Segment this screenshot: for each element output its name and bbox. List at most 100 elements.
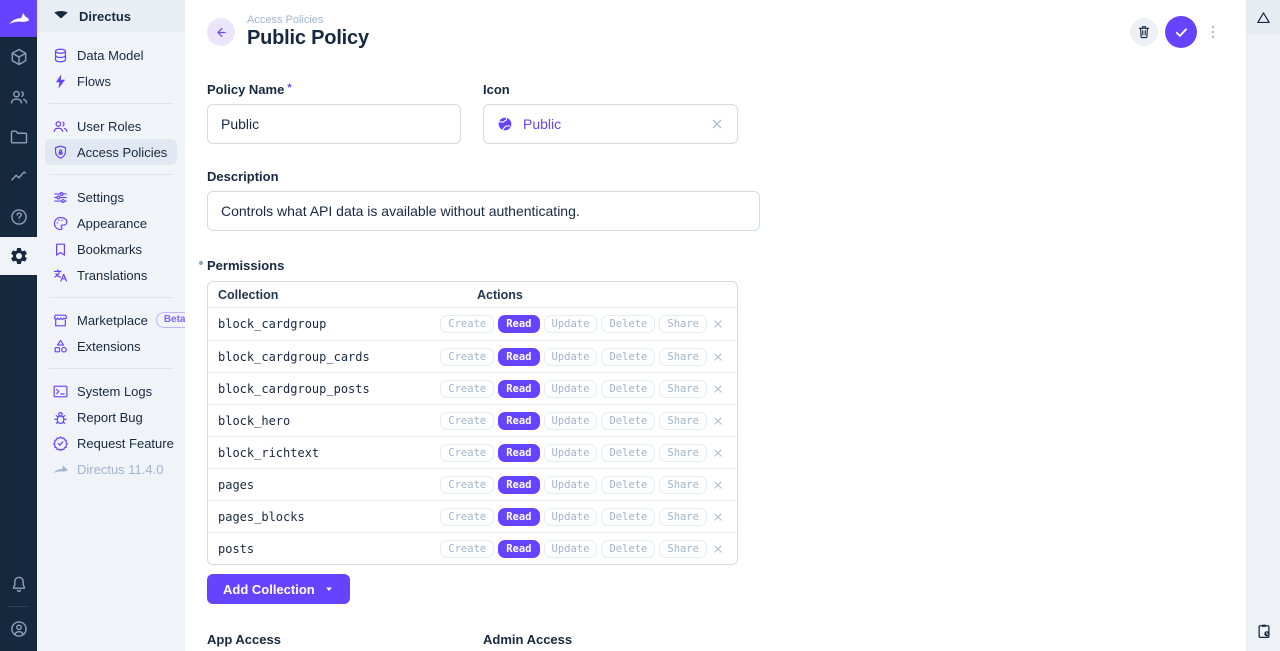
module-account[interactable] xyxy=(0,609,37,649)
action-chip-delete[interactable]: Delete xyxy=(601,539,656,558)
sidebar-item-settings[interactable]: Settings xyxy=(45,184,177,210)
action-chip-read[interactable]: Read xyxy=(498,411,540,430)
sidebar-item-access-policies[interactable]: Access Policies xyxy=(45,139,177,165)
action-chip-share[interactable]: Share xyxy=(659,539,707,558)
back-button[interactable] xyxy=(207,18,235,46)
caret-down-icon xyxy=(322,582,336,596)
remove-permission-icon[interactable] xyxy=(711,317,725,331)
module-insights[interactable] xyxy=(0,157,37,197)
remove-permission-icon[interactable] xyxy=(711,510,725,524)
module-users[interactable] xyxy=(0,77,37,117)
sidebar-item-label: Translations xyxy=(77,267,148,283)
sidebar-item-user-roles[interactable]: User Roles xyxy=(45,113,177,139)
action-chip-delete[interactable]: Delete xyxy=(601,379,656,398)
module-notifications[interactable] xyxy=(0,564,37,604)
action-chip-share[interactable]: Share xyxy=(659,347,707,366)
action-chip-read[interactable]: Read xyxy=(498,347,540,366)
remove-permission-icon[interactable] xyxy=(711,446,725,460)
save-button[interactable] xyxy=(1165,16,1197,48)
sidebar-item-request-feature[interactable]: Request Feature xyxy=(45,430,177,456)
action-chip-delete[interactable]: Delete xyxy=(601,507,656,526)
permissions-table: Collection Actions block_cardgroup Create… xyxy=(207,281,738,565)
module-docs[interactable] xyxy=(0,197,37,237)
action-chip-create[interactable]: Create xyxy=(440,475,495,494)
sidebar-item-bookmarks[interactable]: Bookmarks xyxy=(45,236,177,262)
action-chip-update[interactable]: Update xyxy=(543,411,598,430)
module-content[interactable] xyxy=(0,37,37,77)
permission-row: block_cardgroup_cards Create Read Update Del… xyxy=(208,340,737,372)
sidebar-item-translations[interactable]: Translations xyxy=(45,262,177,288)
module-settings[interactable] xyxy=(0,237,37,275)
action-chip-delete[interactable]: Delete xyxy=(601,315,656,333)
sidebar-item-system-logs[interactable]: System Logs xyxy=(45,378,177,404)
remove-permission-icon[interactable] xyxy=(711,350,725,364)
action-chip-share[interactable]: Share xyxy=(659,379,707,398)
sidebar-item-label: Marketplace xyxy=(77,312,148,328)
breadcrumb[interactable]: Access Policies xyxy=(247,14,324,26)
clear-icon-button[interactable] xyxy=(709,116,725,132)
description-input[interactable] xyxy=(207,191,760,231)
sidebar-item-appearance[interactable]: Appearance xyxy=(45,210,177,236)
action-chip-update[interactable]: Update xyxy=(543,475,598,494)
more-options-button[interactable] xyxy=(1204,20,1222,44)
app-access-label: App Access xyxy=(207,632,281,647)
action-chip-create[interactable]: Create xyxy=(440,411,495,430)
actions-column-header: Actions xyxy=(477,287,523,302)
permission-row: pages_blocks Create Read Update Delete Share xyxy=(208,500,737,532)
action-chip-update[interactable]: Update xyxy=(543,539,598,558)
revisions-sidebar-button[interactable] xyxy=(1255,611,1273,651)
remove-permission-icon[interactable] xyxy=(711,478,725,492)
module-bar xyxy=(0,0,37,651)
action-chip-read[interactable]: Read xyxy=(498,315,540,333)
module-files[interactable] xyxy=(0,117,37,157)
sidebar-info-button[interactable] xyxy=(1247,0,1280,34)
action-chip-delete[interactable]: Delete xyxy=(601,475,656,494)
collection-column-header: Collection xyxy=(218,287,279,302)
action-chip-create[interactable]: Create xyxy=(440,347,495,366)
remove-permission-icon[interactable] xyxy=(711,414,725,428)
action-chip-share[interactable]: Share xyxy=(659,411,707,430)
action-chip-delete[interactable]: Delete xyxy=(601,347,656,366)
trash-icon xyxy=(1136,24,1152,40)
remove-permission-icon[interactable] xyxy=(711,382,725,396)
action-chip-update[interactable]: Update xyxy=(543,315,598,333)
sidebar-item-data-model[interactable]: Data Model xyxy=(45,42,177,68)
page-header: Access Policies Public Policy xyxy=(185,0,1246,60)
action-chip-read[interactable]: Read xyxy=(498,379,540,398)
policy-name-input[interactable] xyxy=(207,104,461,144)
action-chip-create[interactable]: Create xyxy=(440,539,495,558)
delete-button[interactable] xyxy=(1130,18,1158,46)
action-chip-delete[interactable]: Delete xyxy=(601,411,656,430)
sidebar-item-flows[interactable]: Flows xyxy=(45,68,177,94)
remove-permission-icon[interactable] xyxy=(711,542,725,556)
action-chip-read[interactable]: Read xyxy=(498,443,540,462)
sidebar-item-extensions[interactable]: Extensions xyxy=(45,333,177,359)
action-chip-update[interactable]: Update xyxy=(543,379,598,398)
action-chip-update[interactable]: Update xyxy=(543,443,598,462)
action-chip-share[interactable]: Share xyxy=(659,475,707,494)
sidebar-item-report-bug[interactable]: Report Bug xyxy=(45,404,177,430)
sidebar-item-label: Request Feature xyxy=(77,435,174,451)
directus-logo[interactable] xyxy=(0,0,37,37)
add-collection-button[interactable]: Add Collection xyxy=(207,574,350,604)
bookmark-icon xyxy=(52,241,69,258)
action-chip-update[interactable]: Update xyxy=(543,507,598,526)
sidebar-item-marketplace[interactable]: Marketplace Beta xyxy=(45,307,185,333)
permissions-table-header: Collection Actions xyxy=(208,282,737,308)
action-chip-share[interactable]: Share xyxy=(659,315,707,333)
action-chip-read[interactable]: Read xyxy=(498,539,540,558)
action-chip-create[interactable]: Create xyxy=(440,443,495,462)
action-chip-share[interactable]: Share xyxy=(659,443,707,462)
permission-row: block_hero Create Read Update Delete Share xyxy=(208,404,737,436)
action-chip-create[interactable]: Create xyxy=(440,315,495,333)
action-chip-delete[interactable]: Delete xyxy=(601,443,656,462)
icon-select-field[interactable]: Public xyxy=(483,104,738,144)
action-chip-read[interactable]: Read xyxy=(498,507,540,526)
action-chip-read[interactable]: Read xyxy=(498,475,540,494)
category-icon xyxy=(52,338,69,355)
action-chip-create[interactable]: Create xyxy=(440,379,495,398)
project-switcher[interactable]: Directus xyxy=(37,0,185,32)
action-chip-update[interactable]: Update xyxy=(543,347,598,366)
action-chip-share[interactable]: Share xyxy=(659,507,707,526)
action-chip-create[interactable]: Create xyxy=(440,507,495,526)
